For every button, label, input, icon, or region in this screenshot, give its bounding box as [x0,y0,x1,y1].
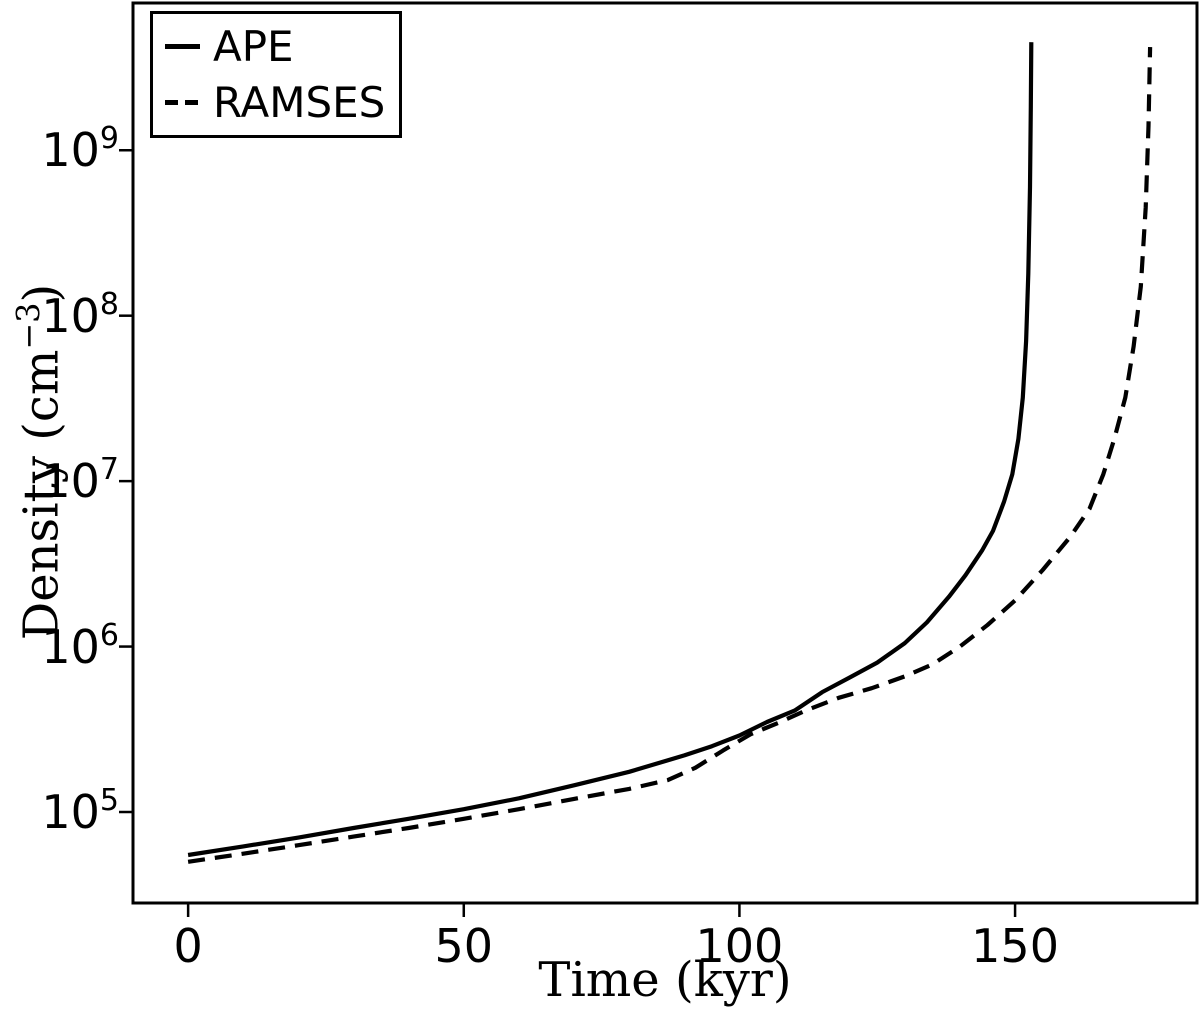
y-axis-label-text: Density (cm [13,349,70,641]
solid-line-sample [165,44,200,49]
legend-entry-ramses: RAMSES [165,81,399,125]
legend-label-ramses: RAMSES [213,77,386,127]
legend-label-ape: APE [213,21,294,71]
dashed-line-sample [165,100,200,105]
ramses-curve [187,47,1153,864]
legend: APE RAMSES [150,11,402,138]
y-axis-label-close: ) [13,283,70,303]
y-axis-label: Density (cm−3) [10,283,70,641]
y-axis-label-exponent: −3 [9,302,48,350]
x-axis-label: Time (kyr) [538,952,792,1008]
ape-curve [187,42,1034,858]
legend-entry-ape: APE [165,25,399,69]
axes-frame [131,1,1199,905]
